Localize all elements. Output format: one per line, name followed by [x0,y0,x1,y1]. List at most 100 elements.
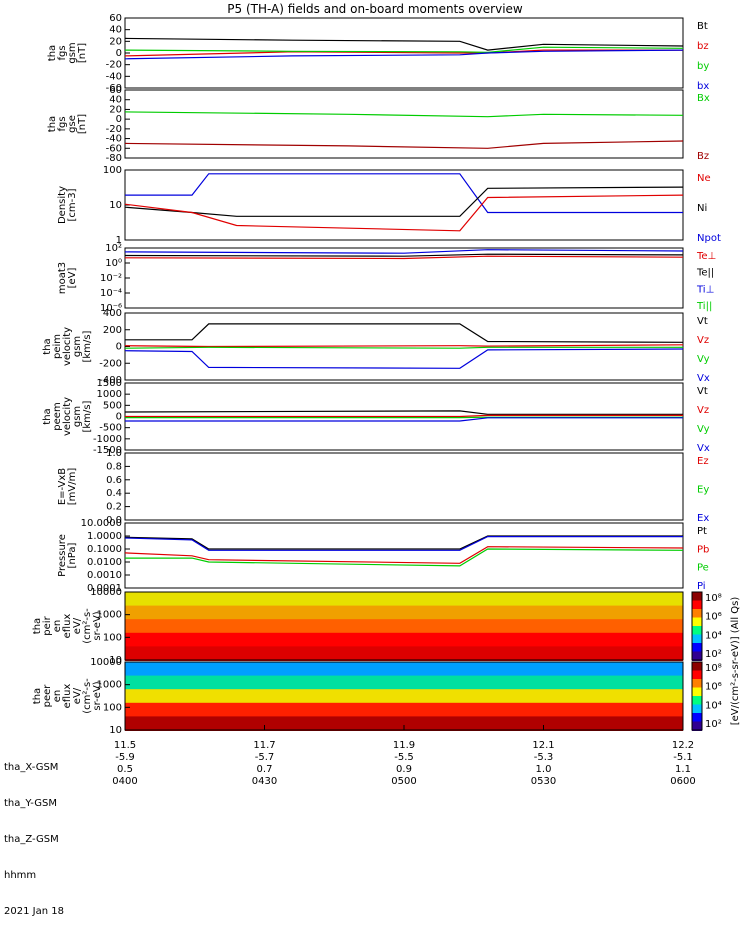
spectrogram-band [125,619,683,634]
x-tick-label: 0.9 [396,764,412,775]
y-axis-label: E=-VxB[mV/m] [57,468,78,506]
colorbar-tick-label: 10⁴ [705,630,722,641]
y-axis-label-line: [cm-3] [67,188,78,221]
legend-ti: Ti|| [696,301,712,312]
colorbar-segment [692,662,702,672]
y-tick-label: 10² [105,243,122,254]
legend-npot: Npot [697,233,721,244]
legend-te: Te⊥ [696,251,716,262]
y-axis-label: Pressure[nPa] [57,534,78,577]
y-tick-label: 0 [116,412,122,423]
legend-bx: Bx [697,93,710,104]
y-tick-label: 10⁻² [100,273,122,284]
y-tick-label: 400 [103,308,122,319]
x-tick-label: 0430 [252,776,277,787]
series-vt [125,324,683,342]
series-bt [125,38,683,50]
spectrogram-band [125,689,683,704]
colorbar-segment [692,626,702,636]
x-tick-label: 0.5 [117,764,133,775]
series-bz [125,141,683,148]
colorbar-tick-label: 10⁸ [705,593,722,604]
y-axis-label-line: sr-eV) [92,681,103,710]
legend-by: by [697,61,709,72]
y-tick-label: 1.0 [106,448,122,459]
y-tick-label: 10000 [90,587,122,598]
panel-frame [125,90,683,158]
spectrogram-band [125,662,683,677]
y-tick-label: 0.4 [106,488,122,499]
legend-ez: Ez [697,456,709,467]
y-tick-label: 10 [109,200,122,211]
y-tick-label: 10 [109,725,122,736]
colorbar-tick-label: 10⁴ [705,700,722,711]
spectrogram-band [125,646,683,661]
colorbar-tick-label: 10² [705,719,722,730]
y-tick-label: 10000 [90,657,122,668]
series-vz [125,415,683,416]
legend-bx: bx [697,81,709,92]
series-te [125,254,683,256]
series-npot [125,174,683,213]
legend-pi: Pi [697,581,706,592]
series-bx [125,112,683,117]
legend-vx: Vx [697,373,710,384]
ephemeris-row-labels: tha_X-GSM tha_Y-GSM tha_Z-GSM hhmm 2021 … [4,738,64,930]
y-tick-label: -80 [106,153,122,164]
y-axis-label-line: [km/s] [82,400,93,432]
colorbar-segment [692,635,702,645]
y-tick-label: 1000 [97,389,122,400]
y-tick-label: -1000 [93,434,122,445]
colorbar-tick-label: 10² [705,649,722,660]
ephem-label-x: tha_X-GSM [4,762,64,774]
x-tick-label: 0.7 [257,764,273,775]
colorbar-segment [692,705,702,715]
y-tick-label: 1.0000 [87,531,122,542]
y-tick-label: 100 [103,632,122,643]
legend-vy: Vy [697,354,710,365]
legend-vy: Vy [697,424,710,435]
x-tick-label: 0600 [670,776,695,787]
y-axis-label-line: [eV] [67,268,78,289]
x-tick-label: -5.3 [534,752,554,763]
colorbar-segment [692,609,702,619]
y-tick-label: -20 [106,60,122,71]
y-tick-label: 0.6 [106,475,122,486]
y-tick-label: 500 [103,400,122,411]
x-tick-label: 1.1 [675,764,691,775]
y-tick-label: 0.8 [106,461,122,472]
y-tick-label: 0 [116,342,122,353]
series-vz [125,345,683,347]
ephem-label-time: hhmm [4,870,64,882]
x-tick-label: 1.0 [536,764,552,775]
x-tick-label: 11.9 [393,740,415,751]
spectrogram-band [125,592,683,607]
legend-vt: Vt [697,386,708,397]
x-tick-label: 0400 [112,776,137,787]
colorbar-tick-label: 10⁶ [705,682,722,693]
y-axis-label: moat3[eV] [57,262,78,294]
date-label: 2021 Jan 18 [4,906,64,918]
series-vt [125,411,683,414]
y-axis-label-line: sr-eV) [92,611,103,640]
y-axis-label-line: [km/s] [82,330,93,362]
legend-pe: Pe [697,563,709,574]
y-axis-label-line: [nPa] [67,542,78,568]
y-tick-label: 0.0100 [87,557,122,568]
spectrogram-band [125,676,683,691]
y-tick-label: 0.2 [106,502,122,513]
series-pi [125,537,683,551]
y-axis-label: Density[cm-3] [57,186,78,224]
series-vy [125,347,683,348]
y-tick-label: 1500 [97,378,122,389]
colorbar-segment [692,592,702,602]
legend-ti: Ti⊥ [696,284,714,295]
y-tick-label: 100 [103,702,122,713]
y-tick-label: -40 [106,71,122,82]
legend-ni: Ni [697,203,707,214]
